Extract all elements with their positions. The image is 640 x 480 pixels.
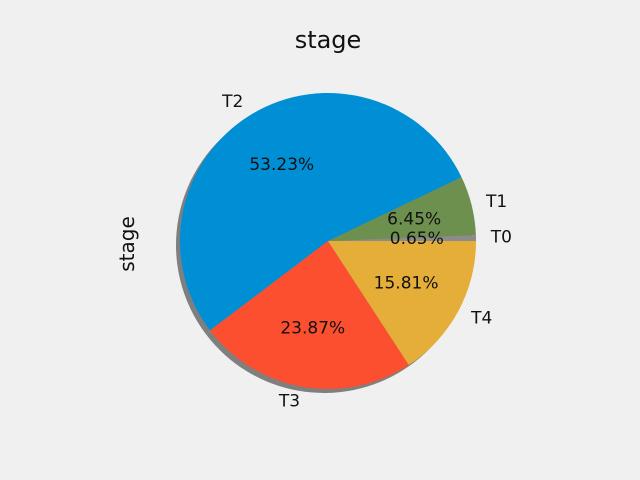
- slice-percent-label: 23.87%: [280, 318, 345, 338]
- slice-percent-label: 53.23%: [249, 155, 314, 175]
- slice-percent-label: 15.81%: [374, 273, 439, 293]
- pie-labels: T0 0.65% T1 6.45% T2 53.23% T3 23.87% T4 15.81%: [221, 92, 512, 411]
- pie-slice-T1: [328, 177, 476, 241]
- pie-slices: [180, 93, 476, 389]
- slice-category-label: T1: [485, 192, 507, 212]
- slice-category-label: T2: [221, 92, 243, 112]
- y-axis-label: stage: [115, 216, 139, 272]
- pie-slice-T0: [328, 234, 476, 241]
- pie-slice-T3: [210, 241, 409, 389]
- pie-slice-T4: [328, 241, 476, 365]
- slice-percent-label: 0.65%: [390, 229, 444, 249]
- pie-slice-T2: [180, 93, 462, 331]
- slice-percent-label: 6.45%: [387, 210, 441, 230]
- slice-category-label: T3: [278, 391, 300, 411]
- chart-title: stage: [295, 26, 362, 54]
- slice-category-label: T4: [470, 309, 492, 329]
- slice-category-label: T0: [490, 228, 512, 248]
